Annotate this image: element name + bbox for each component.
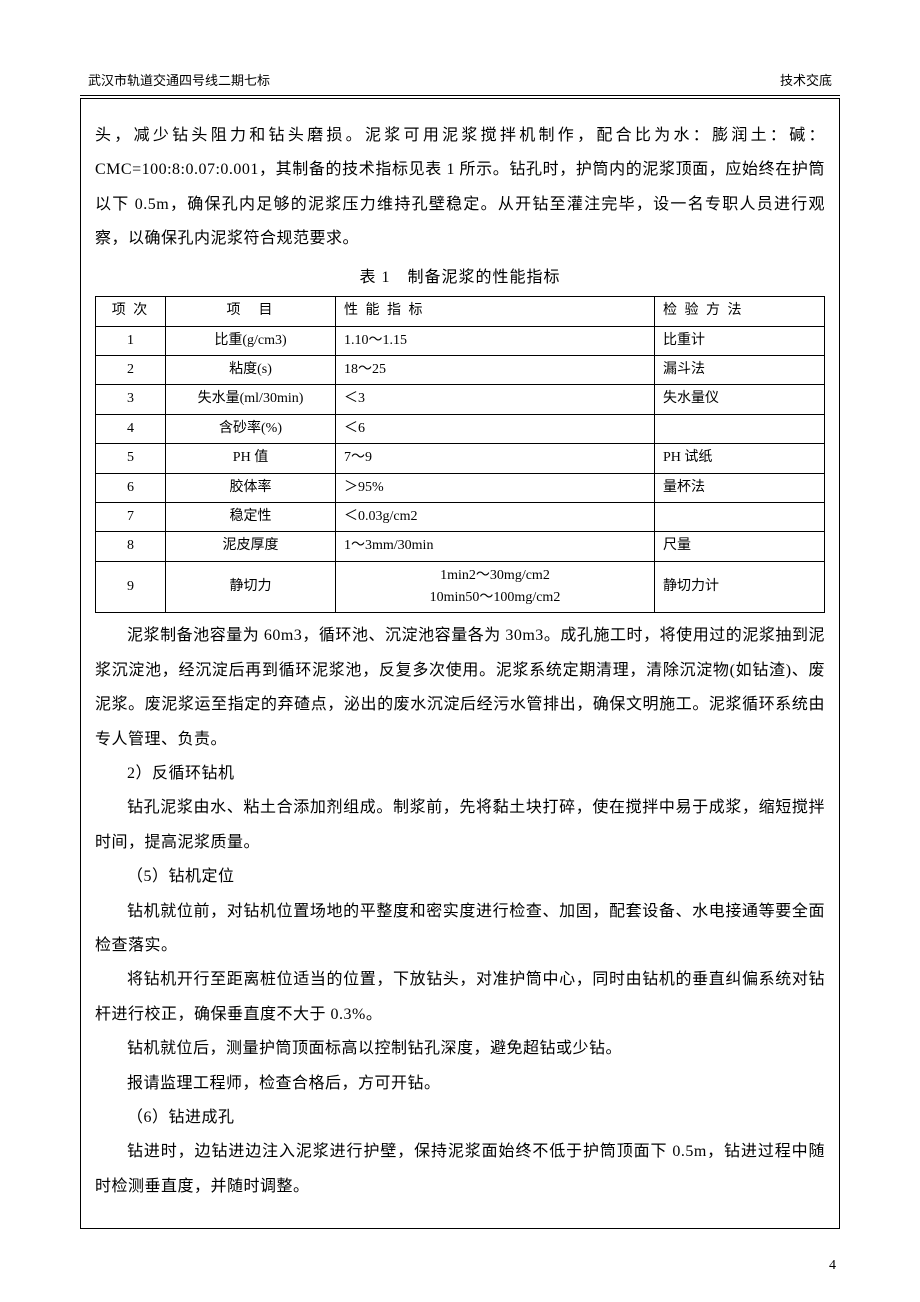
cell-method: PH 试纸 (655, 444, 825, 473)
section-5-p4: 报请监理工程师，检查合格后，方可开钻。 (95, 1067, 825, 1101)
cell-method: 尺量 (655, 532, 825, 561)
table-row: 5 PH 值 7～9 PH 试纸 (96, 444, 825, 473)
cell-method: 静切力计 (655, 561, 825, 613)
cell-spec: ＞95% (336, 473, 655, 502)
table-row: 7 稳定性 ＜0.03g/cm2 (96, 502, 825, 531)
cell-item: 胶体率 (166, 473, 336, 502)
cell-spec: ＜3 (336, 385, 655, 414)
table-row: 4 含砂率(%) ＜6 (96, 414, 825, 443)
section-5-p1: 钻机就位前，对钻机位置场地的平整度和密实度进行检查、加固，配套设备、水电接通等要… (95, 895, 825, 964)
cell-method: 量杯法 (655, 473, 825, 502)
cell-item: 稳定性 (166, 502, 336, 531)
table-row: 1 比重(g/cm3) 1.10～1.15 比重计 (96, 326, 825, 355)
after-table-paragraph: 泥浆制备池容量为 60m3，循环池、沉淀池容量各为 30m3。成孔施工时，将使用… (95, 619, 825, 757)
table-body: 1 比重(g/cm3) 1.10～1.15 比重计 2 粘度(s) 18～25 … (96, 326, 825, 613)
intro-paragraph: 头，减少钻头阻力和钻头磨损。泥浆可用泥浆搅拌机制作，配合比为水：膨润土：碱：CM… (95, 119, 825, 257)
cell-method (655, 414, 825, 443)
section-6-p1: 钻进时，边钻进边注入泥浆进行护壁，保持泥浆面始终不低于护筒顶面下 0.5m，钻进… (95, 1135, 825, 1204)
th-spec: 性 能 指 标 (336, 297, 655, 326)
table-header-row: 项 次 项 目 性 能 指 标 检 验 方 法 (96, 297, 825, 326)
table-row: 9 静切力 1min2～30mg/cm2 10min50～100mg/cm2 静… (96, 561, 825, 613)
cell-idx: 2 (96, 355, 166, 384)
page: 武汉市轨道交通四号线二期七标 技术交底 头，减少钻头阻力和钻头磨损。泥浆可用泥浆… (0, 0, 920, 1302)
cell-method (655, 502, 825, 531)
cell-idx: 4 (96, 414, 166, 443)
cell-spec: ＜0.03g/cm2 (336, 502, 655, 531)
header-rule (80, 95, 840, 96)
section-5-p3: 钻机就位后，测量护筒顶面标高以控制钻孔深度，避免超钻或少钻。 (95, 1032, 825, 1066)
th-index: 项 次 (96, 297, 166, 326)
cell-idx: 7 (96, 502, 166, 531)
section-2-body: 钻孔泥浆由水、粘土合添加剂组成。制浆前，先将黏土块打碎，使在搅拌中易于成浆，缩短… (95, 791, 825, 860)
spec-table: 项 次 项 目 性 能 指 标 检 验 方 法 1 比重(g/cm3) 1.10… (95, 296, 825, 613)
table-row: 8 泥皮厚度 1～3mm/30min 尺量 (96, 532, 825, 561)
section-5-title: （5）钻机定位 (95, 860, 825, 894)
content-frame: 头，减少钻头阻力和钻头磨损。泥浆可用泥浆搅拌机制作，配合比为水：膨润土：碱：CM… (80, 98, 840, 1229)
header-left: 武汉市轨道交通四号线二期七标 (88, 70, 270, 89)
cell-item: 含砂率(%) (166, 414, 336, 443)
cell-item: 粘度(s) (166, 355, 336, 384)
cell-item: 静切力 (166, 561, 336, 613)
section-6-title: （6）钻进成孔 (95, 1101, 825, 1135)
cell-method: 失水量仪 (655, 385, 825, 414)
th-method: 检 验 方 法 (655, 297, 825, 326)
th-item: 项 目 (166, 297, 336, 326)
cell-idx: 1 (96, 326, 166, 355)
cell-spec: 18～25 (336, 355, 655, 384)
table-caption: 表 1 制备泥浆的性能指标 (95, 261, 825, 295)
cell-idx: 5 (96, 444, 166, 473)
cell-spec: 1min2～30mg/cm2 10min50～100mg/cm2 (336, 561, 655, 613)
cell-spec: 1.10～1.15 (336, 326, 655, 355)
section-5-p2: 将钻机开行至距离桩位适当的位置，下放钻头，对准护筒中心，同时由钻机的垂直纠偏系统… (95, 963, 825, 1032)
cell-item: 比重(g/cm3) (166, 326, 336, 355)
cell-idx: 3 (96, 385, 166, 414)
cell-spec: 1～3mm/30min (336, 532, 655, 561)
table-row: 3 失水量(ml/30min) ＜3 失水量仪 (96, 385, 825, 414)
cell-item: PH 值 (166, 444, 336, 473)
cell-idx: 6 (96, 473, 166, 502)
cell-method: 漏斗法 (655, 355, 825, 384)
page-header: 武汉市轨道交通四号线二期七标 技术交底 (80, 70, 840, 89)
cell-spec: 7～9 (336, 444, 655, 473)
table-row: 2 粘度(s) 18～25 漏斗法 (96, 355, 825, 384)
cell-item: 失水量(ml/30min) (166, 385, 336, 414)
header-right: 技术交底 (780, 70, 832, 89)
cell-idx: 8 (96, 532, 166, 561)
cell-item: 泥皮厚度 (166, 532, 336, 561)
cell-method: 比重计 (655, 326, 825, 355)
cell-idx: 9 (96, 561, 166, 613)
section-2-title: 2）反循环钻机 (95, 757, 825, 791)
cell-spec: ＜6 (336, 414, 655, 443)
page-number: 4 (829, 1258, 836, 1274)
table-row: 6 胶体率 ＞95% 量杯法 (96, 473, 825, 502)
